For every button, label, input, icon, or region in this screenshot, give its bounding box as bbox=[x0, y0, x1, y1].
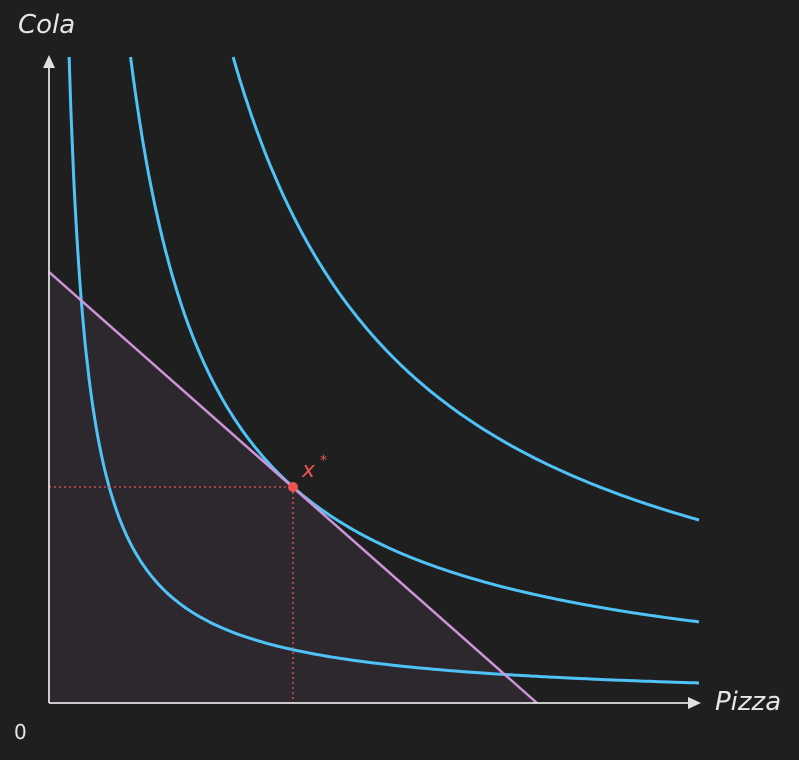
indifference-curves bbox=[67, 56, 700, 685]
optimum-point bbox=[288, 482, 298, 492]
x-axis-label: Pizza bbox=[715, 687, 781, 717]
y-axis-label: Cola bbox=[18, 10, 75, 40]
optimum-label: x bbox=[301, 458, 316, 483]
optimum-superscript: * bbox=[320, 453, 327, 469]
y-arrow bbox=[43, 55, 55, 68]
origin-label: 0 bbox=[14, 720, 27, 744]
indifference-curve bbox=[231, 56, 700, 522]
indifference-curve bbox=[67, 56, 700, 685]
indifference-curve bbox=[129, 56, 700, 624]
x-arrow bbox=[688, 697, 701, 709]
